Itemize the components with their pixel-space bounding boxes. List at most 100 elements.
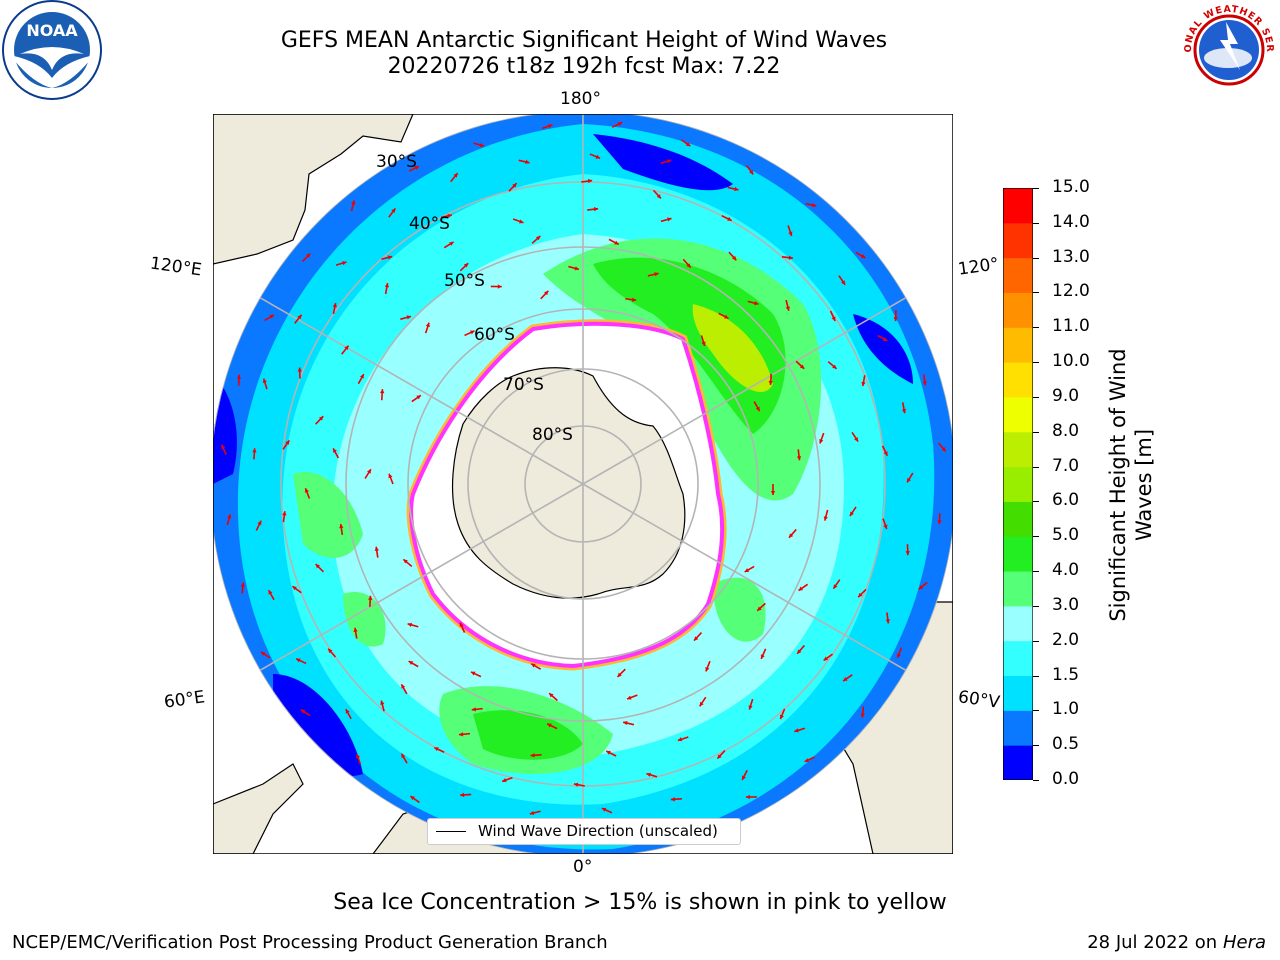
colorbar-tick: [1033, 605, 1039, 607]
lat-label-50s: 50°S: [444, 271, 485, 291]
svg-text:NOAA: NOAA: [26, 21, 78, 40]
wind-arrow-head: [701, 341, 706, 346]
wind-arrow-head: [617, 672, 622, 677]
wind-arrow-head: [922, 381, 927, 386]
wind-arrow-head: [823, 516, 828, 521]
wind-arrow-head: [843, 677, 848, 682]
wind-arrow-head: [670, 797, 675, 802]
wind-arrow-head: [227, 514, 232, 519]
wind-arrow-head: [823, 656, 829, 661]
wind-arrow-head: [380, 700, 385, 705]
wind-arrow-head: [804, 758, 810, 762]
lat-label-60s: 60°S: [474, 325, 515, 345]
colorbar-tick-label: 11.0: [1052, 316, 1090, 337]
lon-label-60w: 60°V: [956, 687, 1001, 713]
colorbar-bin: [1003, 222, 1033, 259]
chart-subtitle: 20220726 t18z 192h fcst Max: 7.22: [387, 54, 781, 79]
wind-arrow-head: [414, 166, 419, 170]
wind-arrow-head: [356, 754, 361, 759]
wind-arrow-head: [368, 595, 373, 600]
wind-arrow-head: [686, 263, 691, 268]
colorbar-tick: [1033, 571, 1039, 573]
wind-arrow-head: [328, 648, 333, 654]
colorbar-tick: [1033, 292, 1039, 294]
wind-arrow-head: [459, 732, 464, 737]
land-africa: [213, 763, 304, 854]
wind-arrow-head: [410, 796, 415, 801]
colorbar-tick: [1033, 188, 1039, 189]
colorbar-tick-label: 8.0: [1052, 420, 1080, 441]
wind-arrow-head: [748, 705, 753, 710]
wind-arrow-head: [788, 533, 794, 538]
wind-arrow-head: [901, 408, 907, 414]
lat-label-40s: 40°S: [409, 214, 450, 234]
colorbar-bin: [1003, 605, 1033, 642]
wind-arrow-head: [502, 778, 507, 783]
wind-arrow-head: [408, 661, 414, 666]
legend: Wind Wave Direction (unscaled): [427, 818, 741, 845]
wind-arrow-head: [779, 714, 784, 720]
wind-arrow-head: [497, 284, 502, 289]
wind-arrow-head: [384, 283, 389, 288]
wind-arrow-head: [544, 290, 549, 296]
wind-arrow-head: [367, 469, 371, 474]
wind-arrow-head: [297, 367, 302, 372]
wind-arrow-head: [812, 203, 817, 208]
colorbar-tick: [1033, 501, 1039, 503]
wind-arrow-head: [333, 448, 337, 453]
wind-arrow-head: [391, 208, 396, 213]
colorbar-tick-label: 5.0: [1052, 525, 1080, 546]
wind-arrow-head: [654, 272, 659, 277]
wind-arrow-head: [723, 314, 729, 319]
wind-arrow-head: [470, 330, 475, 335]
wind-arrow-head: [252, 448, 257, 453]
colorbar-bin: [1003, 710, 1033, 746]
wind-arrow-head: [937, 520, 942, 525]
wind-arrow-head: [799, 364, 805, 369]
wind-arrow-head: [463, 263, 469, 268]
wind-arrow-head: [257, 520, 262, 526]
wind-arrow-head: [471, 707, 476, 712]
wind-arrow-head: [318, 416, 324, 421]
wind-arrow-head: [819, 439, 824, 444]
colorbar-bin: [1003, 292, 1033, 328]
wind-arrow-head: [315, 564, 320, 569]
wind-arrow-head: [262, 378, 267, 384]
colorbar-tick-label: 1.0: [1052, 699, 1080, 720]
wind-arrow-head: [788, 231, 793, 236]
wind-arrow-head: [387, 255, 393, 260]
polar-map: 30°S 40°S 50°S 60°S 70°S 80°S: [213, 114, 953, 854]
wind-arrow-head: [531, 663, 536, 668]
colorbar-tick: [1033, 396, 1039, 398]
colorbar-bin: [1003, 257, 1033, 293]
colorbar-bin: [1003, 431, 1033, 468]
colorbar-bin: [1003, 188, 1033, 224]
wind-arrow-head: [240, 582, 245, 587]
colorbar-bin: [1003, 327, 1033, 363]
colorbar-tick: [1033, 466, 1039, 468]
colorbar-tick: [1033, 745, 1039, 747]
colorbar-tick-label: 1.5: [1052, 664, 1080, 685]
wind-arrow-head: [606, 750, 611, 755]
wind-arrow-head: [788, 255, 793, 260]
wind-arrow-head: [666, 159, 672, 164]
colorbar-bin: [1003, 396, 1033, 433]
wind-arrow-head: [459, 622, 464, 627]
wind-arrow-head: [727, 216, 732, 221]
colorbar-bin: [1003, 466, 1033, 502]
wind-arrow-head: [905, 551, 910, 556]
wind-arrow-head: [860, 713, 865, 718]
wind-arrow-head: [861, 381, 866, 387]
wind-arrow-head: [760, 654, 765, 659]
colorbar-tick: [1033, 710, 1039, 712]
wind-arrow-head: [833, 584, 838, 589]
wind-arrow-head: [269, 314, 275, 319]
lat-label-80s: 80°S: [532, 425, 573, 445]
wind-arrow-head: [685, 142, 691, 147]
wind-arrow-head: [882, 337, 888, 341]
wind-arrow-head: [353, 627, 358, 632]
wind-arrow-head: [304, 488, 309, 493]
wind-arrow-head: [858, 592, 863, 598]
colorbar-tick: [1033, 675, 1039, 677]
wind-arrow-head: [631, 297, 637, 302]
